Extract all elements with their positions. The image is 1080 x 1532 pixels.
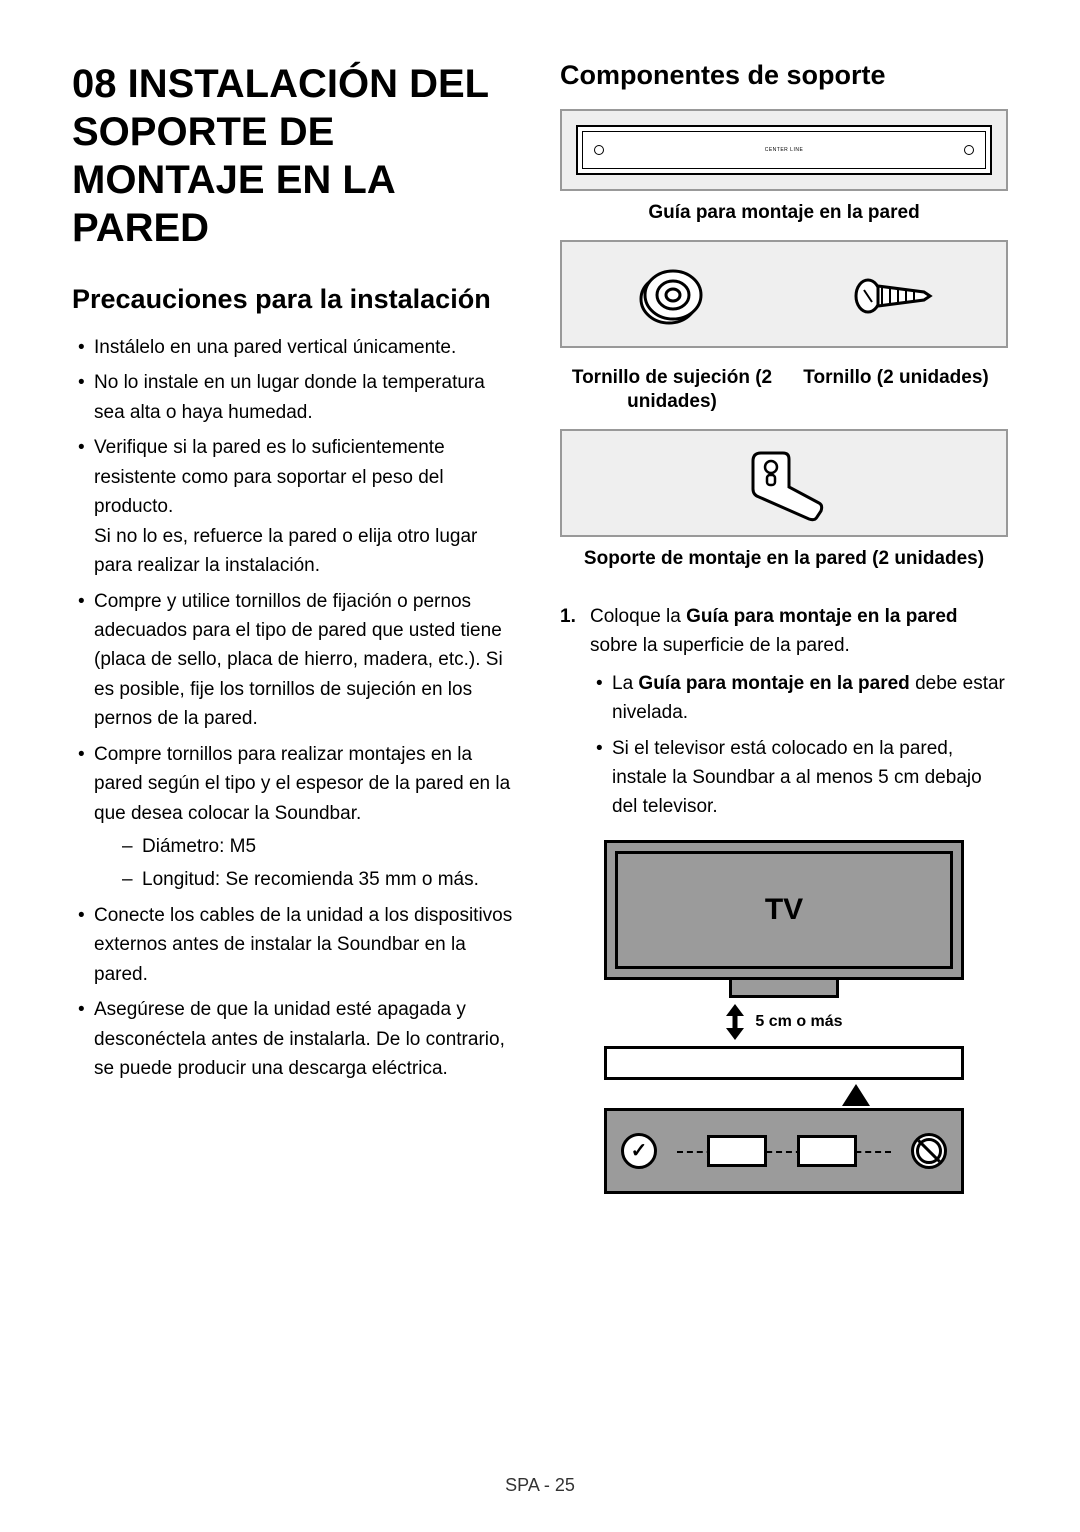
precaution-item: Compre tornillos para realizar montajes … bbox=[72, 740, 520, 895]
step1-pre: Coloque la bbox=[590, 606, 686, 627]
precaution-text: Asegúrese de que la unidad esté apagada … bbox=[94, 999, 505, 1079]
install-steps: Coloque la Guía para montaje en la pared… bbox=[560, 602, 1008, 822]
main-title: 08 INSTALACIÓN DEL SOPORTE DE MONTAJE EN… bbox=[72, 60, 520, 252]
precaution-item: Asegúrese de que la unidad esté apagada … bbox=[72, 995, 520, 1083]
pointer-up-icon bbox=[842, 1084, 870, 1106]
sub1-bold: Guía para montaje en la pared bbox=[638, 673, 909, 694]
tv-label: TV bbox=[765, 893, 803, 927]
gap-row: 5 cm o más bbox=[604, 1004, 964, 1040]
precaution-item: Conecte los cables de la unidad a los di… bbox=[72, 901, 520, 989]
main-title-text: INSTALACIÓN DEL SOPORTE DE MONTAJE EN LA… bbox=[72, 62, 488, 250]
sublist-item: Diámetro: M5 bbox=[122, 832, 520, 861]
guide-component-box: CENTER LINE bbox=[560, 109, 1008, 191]
holder-screw-icon bbox=[633, 261, 713, 331]
precaution-item: Compre y utilice tornillos de fijación o… bbox=[72, 587, 520, 734]
step-sub-item: Si el televisor está colocado en la pare… bbox=[590, 734, 1008, 822]
tv-clearance-diagram: TV 5 cm o más ✓ bbox=[604, 840, 964, 1202]
incorrect-mark-icon bbox=[911, 1133, 947, 1169]
left-column: 08 INSTALACIÓN DEL SOPORTE DE MONTAJE EN… bbox=[72, 60, 520, 1202]
precaution-sublist: Diámetro: M5 Longitud: Se recomienda 35 … bbox=[94, 832, 520, 895]
step1-bold: Guía para montaje en la pared bbox=[686, 606, 957, 627]
right-column: Componentes de soporte CENTER LINE Guía … bbox=[560, 60, 1008, 1202]
precaution-text: Compre y utilice tornillos de fijación o… bbox=[94, 591, 503, 730]
screw-cell bbox=[784, 242, 1006, 346]
precaution-text-cont: Si no lo es, refuerce la pared o elija o… bbox=[94, 526, 477, 576]
precaution-item: Verifique si la pared es lo suficienteme… bbox=[72, 433, 520, 580]
holder-screw-cell bbox=[562, 242, 784, 346]
precaution-text: No lo instale en un lugar donde la tempe… bbox=[94, 372, 485, 422]
precaution-text: Instálelo en una pared vertical únicamen… bbox=[94, 337, 456, 358]
screw-label: Tornillo (2 unidades) bbox=[784, 366, 1008, 391]
gap-label: 5 cm o más bbox=[755, 1013, 842, 1031]
bracket-wall-mount-icon bbox=[739, 445, 829, 525]
guide-label: Guía para montaje en la pared bbox=[560, 201, 1008, 226]
correct-mark-icon: ✓ bbox=[621, 1133, 657, 1169]
precaution-text: Compre tornillos para realizar montajes … bbox=[94, 744, 510, 824]
bracket-label: Soporte de montaje en la pared (2 unidad… bbox=[560, 547, 1008, 572]
holder-screw-label: Tornillo de sujeción (2 unidades) bbox=[560, 366, 784, 415]
tv-icon: TV bbox=[604, 840, 964, 980]
screw-icon bbox=[852, 268, 938, 324]
sublist-item: Longitud: Se recomienda 35 mm o más. bbox=[122, 865, 520, 894]
precaution-text: Conecte los cables de la unidad a los di… bbox=[94, 905, 512, 985]
page-footer: SPA - 25 bbox=[0, 1475, 1080, 1496]
step1-post: sobre la superficie de la pared. bbox=[590, 635, 850, 656]
screws-component-box bbox=[560, 240, 1008, 348]
precaution-text: Verifique si la pared es lo suficienteme… bbox=[94, 437, 445, 517]
section-number: 08 bbox=[72, 62, 117, 106]
step-sub-list: La Guía para montaje en la pared debe es… bbox=[590, 669, 1008, 822]
precautions-list: Instálelo en una pared vertical únicamen… bbox=[72, 333, 520, 1084]
mount-slot-icon bbox=[707, 1135, 767, 1167]
bracket-component-box bbox=[560, 429, 1008, 537]
step-sub-item: La Guía para montaje en la pared debe es… bbox=[590, 669, 1008, 728]
precaution-item: Instálelo en una pared vertical únicamen… bbox=[72, 333, 520, 362]
sub1-pre: La bbox=[612, 673, 638, 694]
mount-slot-icon bbox=[797, 1135, 857, 1167]
soundbar-icon bbox=[604, 1046, 964, 1080]
step-item: Coloque la Guía para montaje en la pared… bbox=[560, 602, 1008, 822]
precaution-item: No lo instale en un lugar donde la tempe… bbox=[72, 368, 520, 427]
tv-stand-icon bbox=[729, 980, 839, 998]
sub2-text: Si el televisor está colocado en la pare… bbox=[612, 738, 982, 818]
mount-guide-diagram: ✓ bbox=[604, 1092, 964, 1202]
components-heading: Componentes de soporte bbox=[560, 60, 1008, 91]
wall-mount-guide-icon: CENTER LINE bbox=[576, 125, 992, 175]
mount-plate-icon: ✓ bbox=[604, 1108, 964, 1194]
double-arrow-vertical-icon bbox=[725, 1004, 745, 1040]
precautions-heading: Precauciones para la instalación bbox=[72, 284, 520, 315]
